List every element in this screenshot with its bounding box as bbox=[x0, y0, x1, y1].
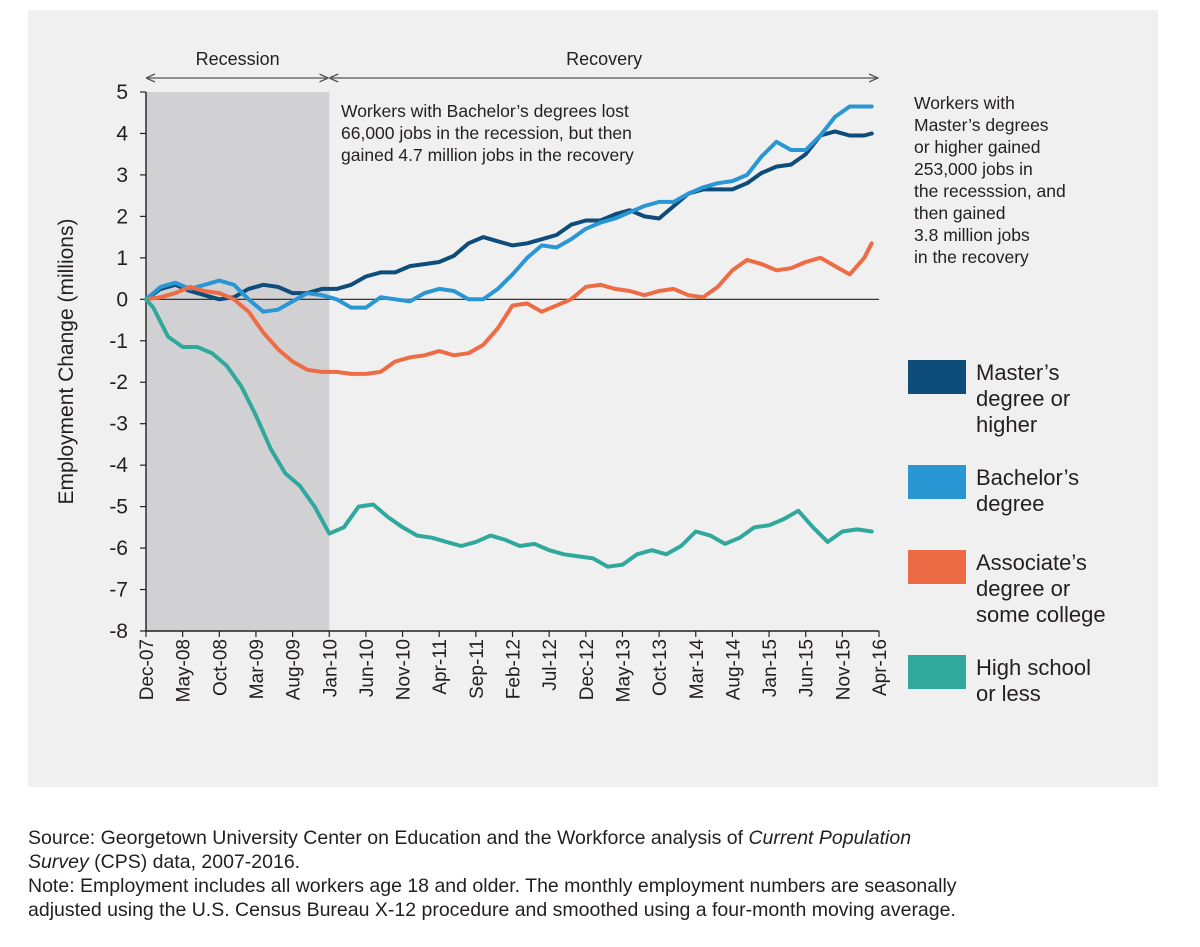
y-tick-label: 2 bbox=[116, 205, 128, 228]
y-tick-label: -6 bbox=[109, 537, 128, 560]
series-line-associates-degree-or-some-college bbox=[144, 241, 874, 376]
y-tick-label: -2 bbox=[109, 371, 128, 394]
chart-panel: Recession Recovery 5 4 3 2 1 0 -1 -2 -3 -4 -5 -6 -7 -8… bbox=[28, 10, 1158, 787]
note-line-1: Note: Employment includes all workers ag… bbox=[28, 875, 957, 897]
x-tick-label: Nov-15 bbox=[833, 639, 854, 700]
x-tick-label: Nov-10 bbox=[394, 639, 415, 700]
y-tick-label: 0 bbox=[116, 288, 128, 311]
x-tick-label: Apr-11 bbox=[430, 639, 451, 695]
x-tick-label: Oct-13 bbox=[650, 639, 671, 696]
source-note: Source: Georgetown University Center on … bbox=[28, 826, 1178, 874]
y-axis-title: Employment Change (millions) bbox=[55, 219, 78, 505]
legend-label-bachelors-degree: Bachelor’s degree bbox=[976, 465, 1079, 516]
bachelors-annotation: Workers with Bachelor’s degrees lost 66,0… bbox=[341, 101, 634, 165]
y-tick-label: 4 bbox=[116, 122, 128, 145]
y-tick-label: -8 bbox=[109, 620, 128, 643]
legend-swatch-masters-degree-or-higher bbox=[908, 360, 966, 394]
x-tick-label: Dec-07 bbox=[137, 639, 158, 700]
legend-swatch-bachelors-degree bbox=[908, 465, 966, 499]
y-tick-label: 3 bbox=[116, 164, 128, 187]
source-suffix: (CPS) data, 2007-2016. bbox=[88, 851, 301, 873]
x-tick-label: Jan-15 bbox=[760, 639, 781, 697]
employment-change-chart: Recession Recovery 5 4 3 2 1 0 -1 -2 -3 -4 -5 -6 -7 -8… bbox=[55, 49, 1106, 706]
masters-annotation: Workers with Master’s degrees or higher ga… bbox=[914, 93, 1066, 267]
x-tick-label: Oct-08 bbox=[210, 639, 231, 696]
x-tick-label: Aug-09 bbox=[284, 639, 305, 700]
x-tick-label: Mar-09 bbox=[247, 639, 268, 699]
x-tick-label: Jun-15 bbox=[797, 639, 818, 697]
source-italic-1: Current Population bbox=[748, 827, 912, 849]
period-label-recovery: Recovery bbox=[566, 49, 642, 69]
x-tick-label: Sep-11 bbox=[467, 639, 488, 699]
legend-label-high-school-or-less: High school or less bbox=[976, 655, 1091, 706]
note-line-2: adjusted using the U.S. Census Bureau X-… bbox=[28, 899, 956, 921]
source-prefix: Source: Georgetown University Center on … bbox=[28, 827, 749, 849]
x-tick-label: Aug-14 bbox=[723, 639, 744, 701]
period-label-recession: Recession bbox=[196, 49, 280, 69]
x-tick-label: Apr-16 bbox=[870, 639, 891, 696]
series-line-masters-degree-or-higher bbox=[144, 129, 874, 302]
x-tick-label: Jun-10 bbox=[357, 639, 378, 697]
footnote: Source: Georgetown University Center on … bbox=[28, 826, 1178, 922]
legend-label-masters-degree-or-higher: Master’s degree or higher bbox=[976, 360, 1070, 437]
y-tick-label: 5 bbox=[116, 81, 128, 104]
series-line-high-school-or-less bbox=[144, 297, 874, 569]
x-tick-label: Feb-12 bbox=[504, 639, 525, 699]
x-tick-label: May-08 bbox=[174, 639, 195, 702]
y-tick-label: -3 bbox=[109, 413, 128, 436]
x-tick-label: Mar-14 bbox=[687, 639, 708, 700]
x-tick-label: Dec-12 bbox=[577, 639, 598, 700]
legend-swatch-high-school-or-less bbox=[908, 655, 966, 689]
y-tick-label: -5 bbox=[109, 496, 128, 519]
legend-label-associates-degree-or-some-college: Associate’s degree or some college bbox=[976, 550, 1106, 627]
recession-shading bbox=[146, 92, 330, 631]
y-tick-label: -1 bbox=[109, 330, 128, 353]
series-line-bachelors-degree bbox=[144, 104, 874, 314]
y-tick-label: 1 bbox=[116, 247, 128, 270]
legend-swatch-associates-degree-or-some-college bbox=[908, 550, 966, 584]
x-tick-label: Jul-12 bbox=[540, 639, 561, 691]
x-tick-label: May-13 bbox=[613, 639, 634, 702]
y-tick-label: -4 bbox=[109, 454, 128, 477]
source-italic-2: Survey bbox=[28, 851, 89, 873]
y-tick-label: -7 bbox=[109, 579, 128, 602]
x-tick-label: Jan-10 bbox=[320, 639, 341, 697]
